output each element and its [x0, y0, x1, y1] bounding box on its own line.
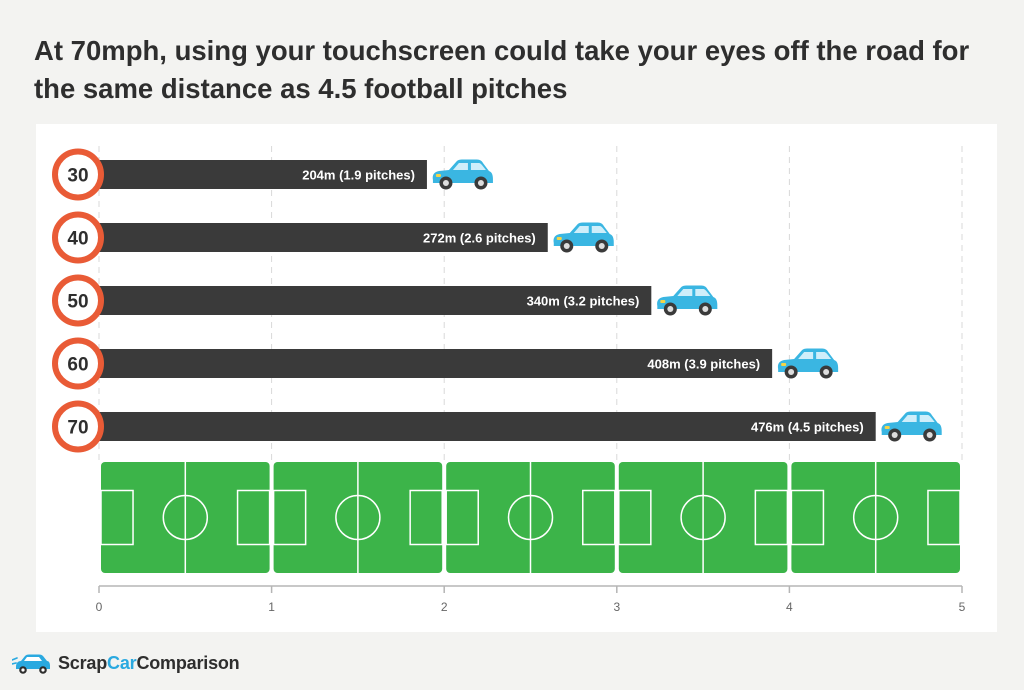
car-hubcap — [477, 180, 484, 186]
speed-limit-label: 60 — [67, 355, 88, 376]
car-hubcap — [702, 306, 709, 312]
left-penalty-box — [272, 489, 307, 546]
car-light — [781, 363, 787, 366]
football-pitches — [100, 462, 961, 573]
right-penalty-box — [582, 489, 616, 546]
chart-title: At 70mph, using your touchscreen could t… — [34, 35, 970, 104]
speed-limit-sign-icon: 30 — [52, 148, 104, 201]
car-window-front — [677, 289, 693, 296]
centre-circle — [680, 494, 726, 541]
centre-circle — [335, 494, 381, 541]
centre-circle — [852, 494, 899, 541]
sign-ring — [52, 148, 104, 201]
car-hubcap — [788, 369, 795, 375]
x-tick-label: 2 — [441, 600, 448, 614]
brand-logo: ScrapCarComparison — [12, 650, 240, 676]
car-window-rear — [591, 226, 607, 233]
sign-ring — [52, 337, 104, 390]
left-penalty-box — [100, 489, 134, 546]
bars: 204m (1.9 pitches) 30 272m (2.6 pitches) 40… — [52, 148, 942, 453]
left-penalty-box — [445, 489, 479, 546]
x-axis: 0 1 2 3 4 5 — [96, 585, 966, 614]
football-pitch-icon — [445, 462, 616, 573]
football-pitch-icon — [272, 462, 443, 573]
car-light — [435, 174, 441, 177]
car-hubcap — [891, 432, 898, 438]
bar-label: 476m (4.5 pitches) — [751, 420, 864, 435]
car-light — [660, 300, 666, 303]
bar-label: 272m (2.6 pitches) — [423, 231, 536, 246]
centre-circle — [507, 494, 554, 541]
sign-ring — [52, 274, 104, 327]
speed-limit-sign-icon: 70 — [52, 400, 104, 453]
speed-limit-label: 30 — [67, 166, 88, 187]
bar-row: 272m (2.6 pitches) 40 — [52, 211, 614, 264]
car-window-front — [452, 163, 468, 170]
bar — [99, 412, 876, 441]
left-penalty-box — [790, 489, 825, 546]
car-window-front — [573, 226, 589, 233]
left-penalty-box — [618, 489, 652, 546]
car-hubcap — [442, 180, 449, 186]
x-tick-label: 3 — [613, 600, 620, 614]
right-penalty-box — [927, 489, 961, 546]
speed-limit-sign-icon: 60 — [52, 337, 104, 390]
x-tick-label: 0 — [96, 600, 103, 614]
chart-panel: 0 1 2 3 4 5 204m (1.9 pitches) 30 272m (2.6 pitc… — [36, 124, 997, 632]
x-tick-label: 1 — [268, 600, 275, 614]
car-window-rear — [470, 163, 486, 170]
scrapcarcomparison-logo-icon — [12, 654, 50, 674]
bar-label: 408m (3.9 pitches) — [647, 357, 760, 372]
bar-row: 204m (1.9 pitches) 30 — [52, 148, 493, 201]
car-window-rear — [695, 289, 711, 296]
x-tick-label: 4 — [786, 600, 793, 614]
right-penalty-box — [754, 489, 789, 546]
centre-circle — [162, 494, 209, 541]
car-light — [884, 426, 890, 429]
car-window-front — [901, 415, 917, 422]
car-window-front — [798, 352, 814, 359]
sign-ring — [52, 211, 104, 264]
bar-row: 408m (3.9 pitches) 60 — [52, 337, 839, 390]
bar — [99, 349, 773, 378]
speed-limit-label: 70 — [67, 418, 88, 439]
car-hubcap — [823, 369, 830, 375]
car-icon — [553, 222, 614, 253]
car-window-rear — [816, 352, 832, 359]
right-penalty-box — [409, 489, 443, 546]
car-hubcap — [563, 243, 570, 249]
bar — [99, 160, 427, 189]
sign-ring — [52, 400, 104, 453]
car-hubcap — [667, 306, 674, 312]
speed-limit-sign-icon: 50 — [52, 274, 104, 327]
car-icon — [657, 285, 718, 316]
football-pitch-icon — [618, 462, 789, 573]
speed-limit-label: 40 — [67, 229, 88, 250]
football-pitch-icon — [790, 462, 961, 573]
car-light — [556, 237, 562, 240]
football-pitch-icon — [100, 462, 271, 573]
speed-limit-sign-icon: 40 — [52, 211, 104, 264]
x-tick-label: 5 — [959, 600, 966, 614]
bar-row: 476m (4.5 pitches) 70 — [52, 400, 942, 453]
car-icon — [777, 348, 839, 379]
car-hubcap — [926, 432, 933, 438]
right-penalty-box — [236, 489, 271, 546]
bar — [99, 286, 652, 315]
car-icon — [881, 411, 942, 442]
chart: 0 1 2 3 4 5 204m (1.9 pitches) 30 272m (2.6 pitc… — [52, 146, 966, 614]
bar — [99, 223, 548, 252]
car-hubcap — [598, 243, 605, 249]
bar-row: 340m (3.2 pitches) 50 — [52, 274, 718, 327]
bar-label: 204m (1.9 pitches) — [302, 168, 415, 183]
brand-name: ScrapCarComparison — [58, 652, 240, 673]
speed-limit-label: 50 — [67, 292, 88, 313]
car-window-rear — [919, 415, 935, 422]
bar-label: 340m (3.2 pitches) — [527, 294, 640, 309]
car-icon — [432, 159, 493, 190]
